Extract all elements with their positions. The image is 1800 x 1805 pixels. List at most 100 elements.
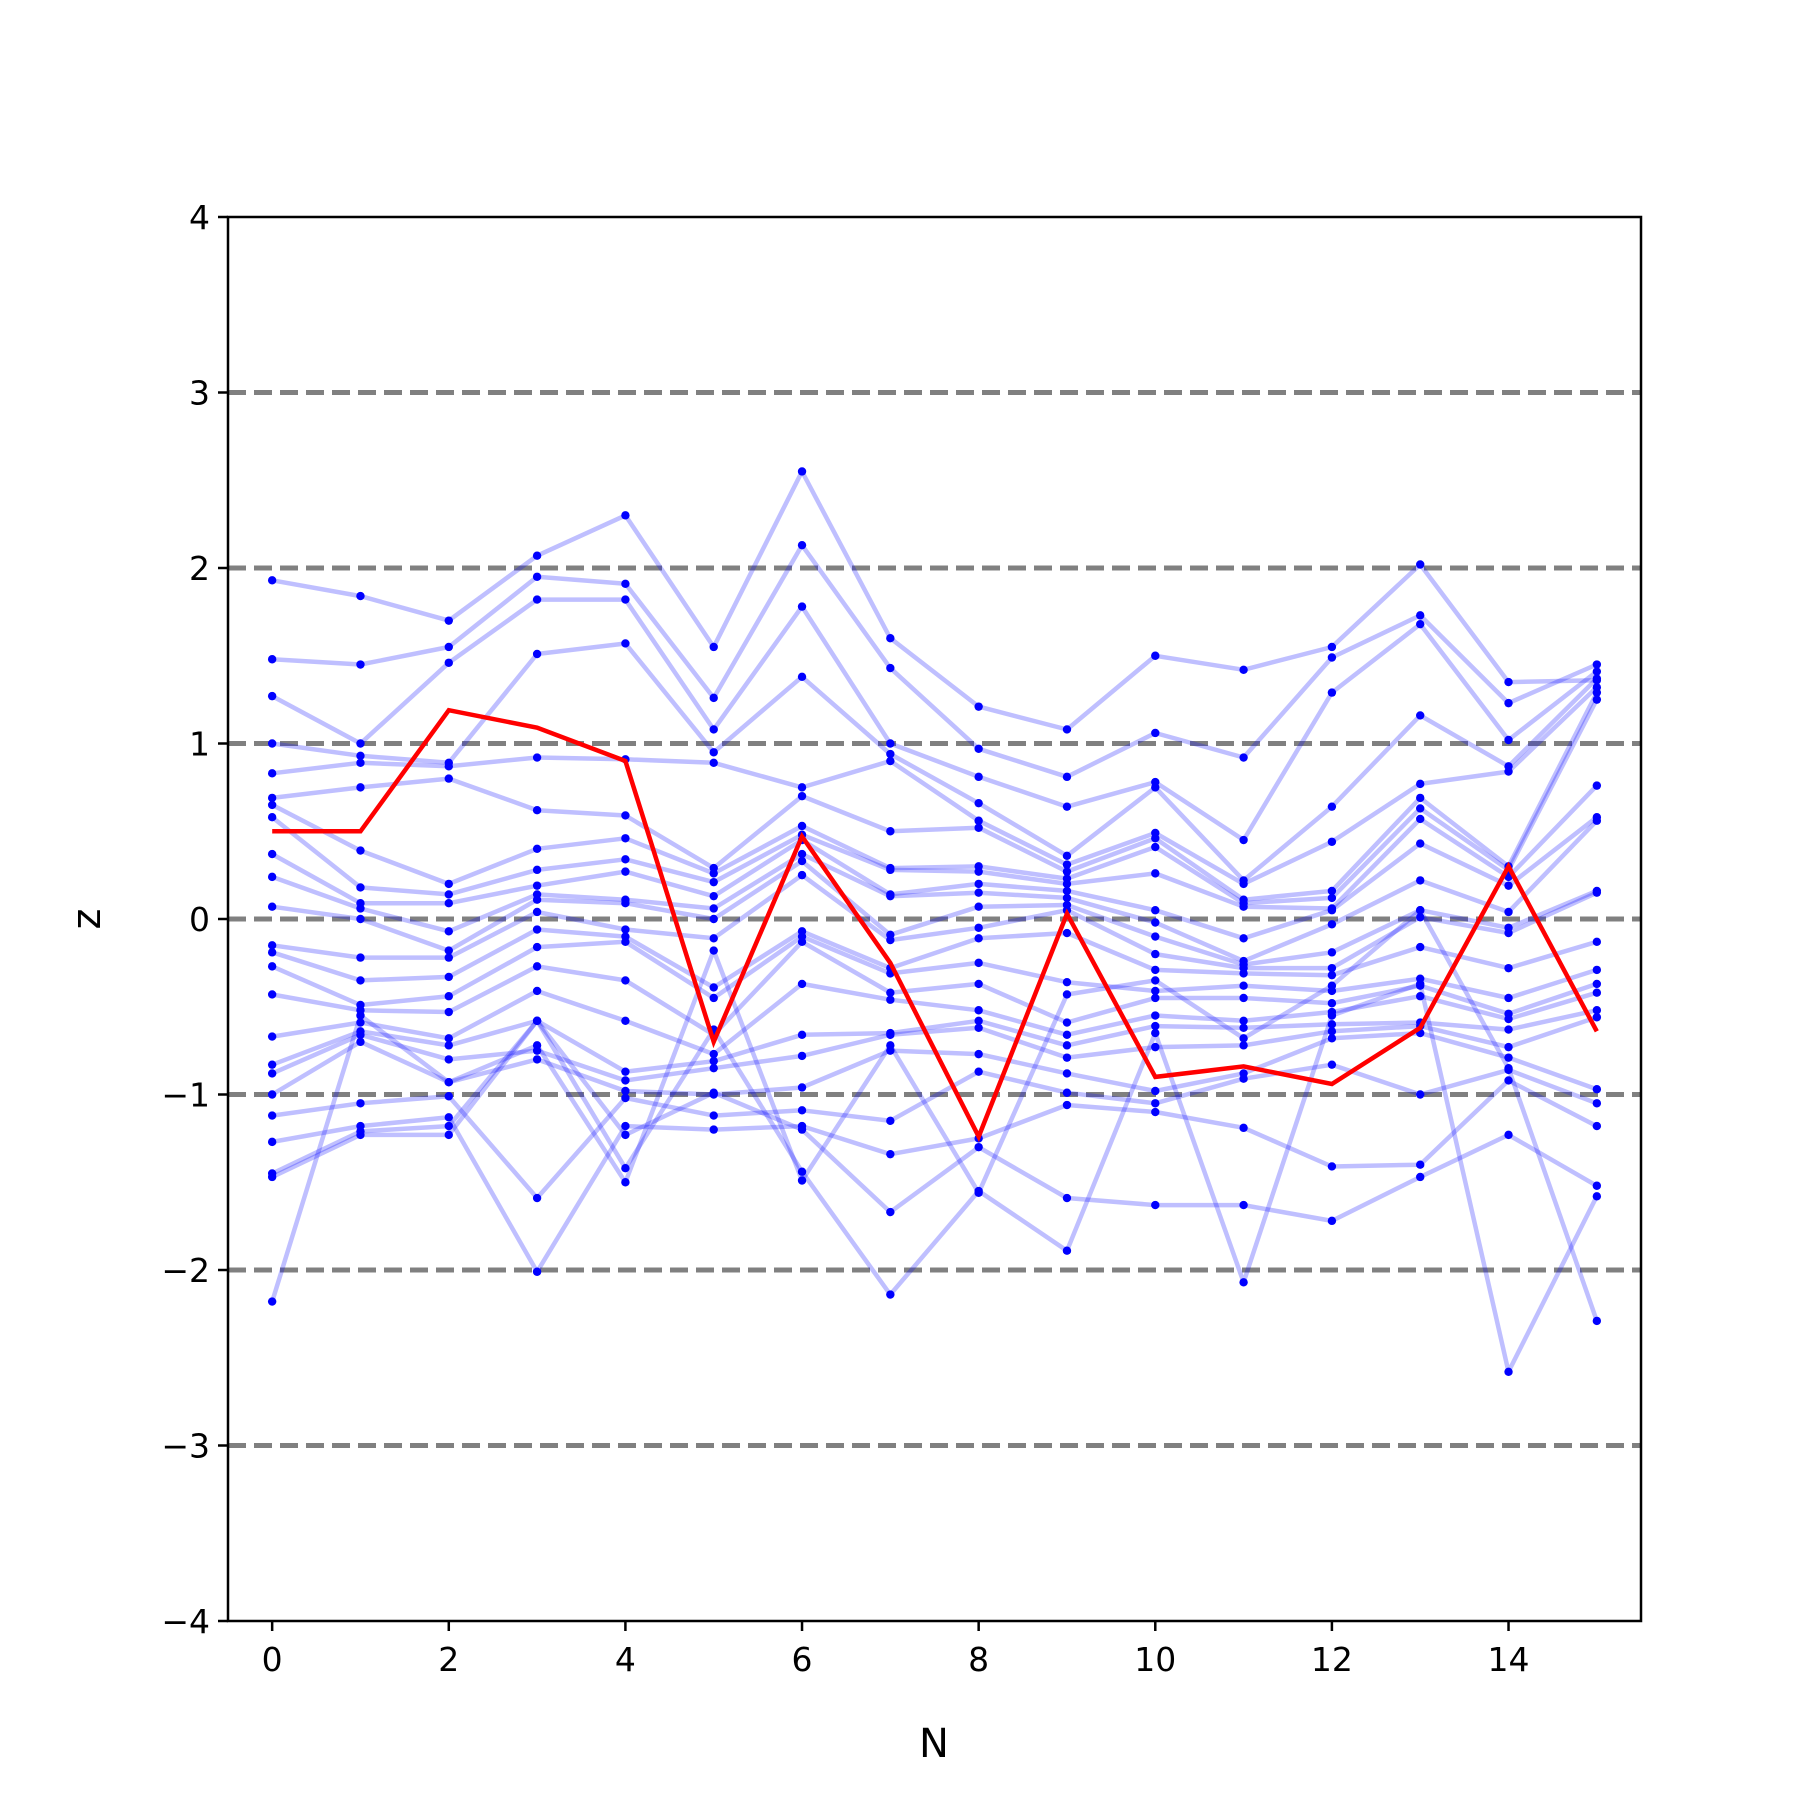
data-point: [532, 649, 542, 659]
data-point: [709, 758, 718, 768]
data-point: [1327, 1060, 1337, 1069]
data-point: [974, 1006, 983, 1015]
data-point: [974, 1067, 983, 1076]
y-axis-label: z: [64, 909, 110, 930]
data-point: [532, 865, 542, 875]
x-tick-label: 8: [968, 1640, 989, 1679]
data-point: [1151, 918, 1160, 927]
data-point: [797, 791, 807, 801]
data-point: [621, 976, 630, 985]
data-point: [444, 927, 453, 936]
data-point: [267, 1032, 277, 1041]
data-point: [1416, 711, 1425, 720]
data-point: [621, 511, 630, 520]
data-point: [974, 1049, 983, 1059]
data-point: [1151, 1011, 1160, 1020]
background-series-line: [271, 691, 1599, 902]
data-point: [974, 1142, 983, 1152]
data-point: [709, 1063, 718, 1073]
data-point: [444, 1007, 453, 1017]
data-point: [267, 800, 277, 810]
y-tick-label: 2: [189, 549, 210, 588]
data-point: [1062, 1030, 1072, 1040]
data-point: [1592, 965, 1602, 975]
data-point: [709, 725, 718, 734]
data-point: [1416, 611, 1425, 620]
data-point: [974, 1188, 983, 1197]
data-point: [1327, 642, 1337, 652]
data-point: [797, 870, 807, 880]
data-point: [1062, 977, 1072, 987]
background-series-line: [271, 858, 1598, 967]
data-point: [444, 972, 453, 982]
data-point: [267, 849, 277, 859]
data-point: [886, 1290, 895, 1299]
data-point: [621, 867, 630, 876]
data-point: [974, 1016, 983, 1025]
data-point: [1504, 735, 1513, 745]
data-point: [1416, 814, 1425, 824]
data-point: [1151, 949, 1160, 959]
data-point: [797, 937, 807, 947]
data-point: [1151, 1028, 1160, 1038]
data-point: [797, 783, 807, 792]
data-point: [356, 914, 365, 924]
data-point: [267, 1111, 277, 1120]
data-point: [974, 798, 983, 808]
data-point: [1239, 934, 1248, 943]
background-series-group: [267, 467, 1602, 1376]
data-point: [444, 1034, 453, 1043]
data-point: [1151, 783, 1160, 792]
data-point: [621, 1178, 630, 1187]
data-point: [267, 576, 277, 585]
data-point: [1151, 842, 1160, 852]
data-point: [1239, 1041, 1248, 1050]
data-point: [974, 823, 983, 832]
data-point: [1592, 1006, 1602, 1015]
data-point: [267, 941, 277, 950]
data-point: [797, 1051, 807, 1061]
data-point: [1504, 1367, 1513, 1376]
data-point: [1327, 837, 1337, 846]
background-series-line: [271, 934, 1598, 1008]
data-point: [1239, 835, 1248, 845]
data-point: [621, 811, 630, 820]
data-point: [974, 744, 983, 753]
data-point: [1327, 970, 1337, 980]
data-point: [709, 983, 718, 992]
data-point: [709, 877, 718, 887]
x-axis-ticks: 0 2 4 6 8 10 12 14: [262, 1621, 1530, 1679]
data-point: [1239, 1123, 1248, 1133]
data-point: [797, 1106, 807, 1115]
data-point: [886, 1149, 895, 1159]
data-point: [532, 962, 542, 971]
data-point: [1416, 913, 1425, 922]
data-point: [1151, 1200, 1160, 1210]
background-series-line: [271, 927, 1598, 990]
data-point: [532, 1016, 542, 1025]
data-point: [797, 849, 807, 859]
data-point: [1592, 1085, 1602, 1094]
data-point: [1416, 779, 1425, 789]
data-point: [532, 844, 542, 853]
data-point: [356, 783, 365, 792]
data-point: [267, 1137, 277, 1147]
data-point: [1239, 981, 1248, 990]
data-point: [1151, 1021, 1160, 1031]
data-point: [1151, 932, 1160, 941]
y-tick-label: 0: [189, 900, 210, 939]
background-series-line: [272, 542, 1598, 780]
data-point: [444, 879, 453, 889]
background-series-line: [271, 1018, 1598, 1224]
data-point: [1327, 1162, 1337, 1171]
data-point: [797, 1083, 807, 1092]
y-tick-label: −2: [161, 1251, 210, 1290]
data-point: [1592, 1181, 1602, 1190]
background-series-line: [271, 641, 1599, 883]
data-point: [1151, 651, 1160, 660]
data-point: [1504, 1076, 1513, 1085]
data-point: [356, 883, 365, 892]
data-point: [1327, 963, 1337, 973]
data-point: [797, 602, 807, 611]
data-point: [1327, 1027, 1337, 1036]
